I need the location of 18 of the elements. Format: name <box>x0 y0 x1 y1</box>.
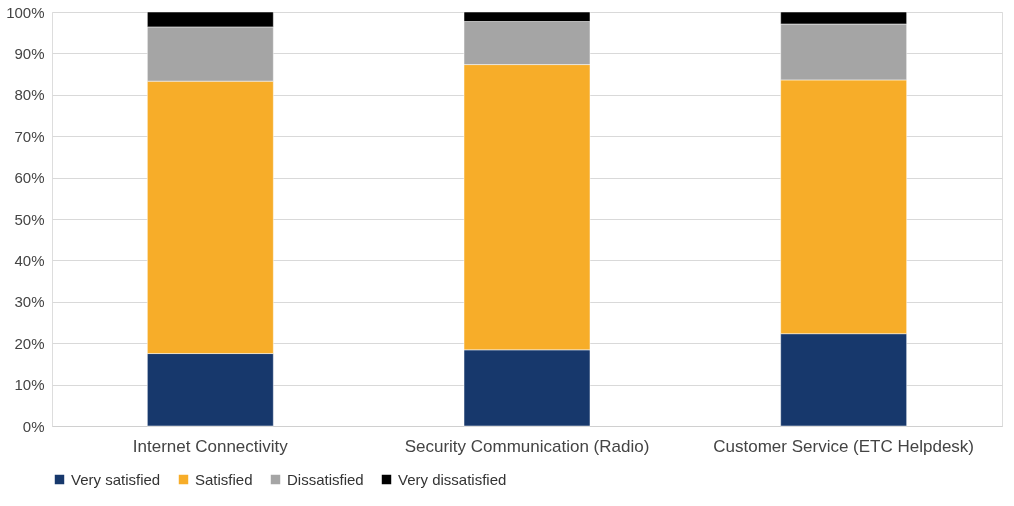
y-tick-label: 10% <box>14 376 45 394</box>
y-tick-label: 50% <box>14 210 45 228</box>
y-tick-label: 100% <box>6 3 45 21</box>
x-tick-label: Security Communication (Radio) <box>404 436 650 456</box>
y-tick-label: 60% <box>14 169 45 187</box>
legend-label: Very dissatisfied <box>398 470 507 488</box>
legend-label: Satisfied <box>195 470 253 488</box>
y-tick-label: 80% <box>14 86 45 104</box>
y-tick-label: 30% <box>14 293 45 311</box>
y-tick-label: 90% <box>14 44 45 62</box>
y-tick-label: 0% <box>22 417 45 435</box>
y-tick-label: 40% <box>14 251 45 269</box>
legend-label: Dissatisfied <box>287 470 364 488</box>
legend-label: Very satisfied <box>71 470 161 488</box>
y-tick-label: 20% <box>14 334 45 352</box>
y-tick-label: 70% <box>14 127 45 145</box>
x-tick-label: Customer Service (ETC Helpdesk) <box>713 436 975 456</box>
x-tick-label: Internet Connectivity <box>132 436 289 456</box>
